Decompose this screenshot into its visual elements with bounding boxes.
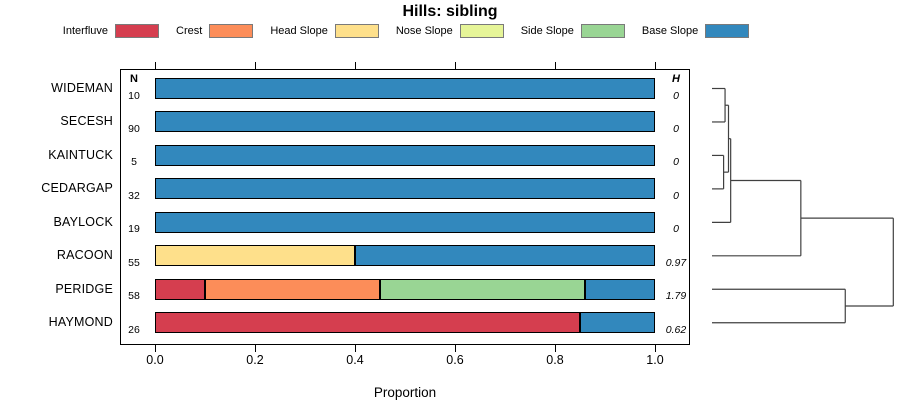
axis-tick-label: 0.4 <box>346 353 364 367</box>
chart-title: Hills: sibling <box>402 3 498 20</box>
row-n-value: 32 <box>128 189 140 202</box>
legend-item-label: Side Slope <box>520 25 574 37</box>
legend-item-label: Crest <box>176 25 203 37</box>
row-label: HAYMOND <box>48 315 113 330</box>
row-h-value: 1.79 <box>665 290 687 303</box>
row-n-value: 10 <box>128 89 140 102</box>
axis-tick-top <box>554 62 556 69</box>
row-label: PERIDGE <box>55 281 113 296</box>
bar-segment <box>155 245 355 267</box>
row-label: CEDARGAP <box>41 181 113 196</box>
legend-item: Nose Slope <box>396 24 504 38</box>
x-axis-title: Proportion <box>373 385 437 400</box>
axis-tick-top <box>654 62 656 69</box>
row-label: RACOON <box>56 248 113 263</box>
bar-segment <box>155 278 205 300</box>
bar-segment <box>155 111 655 133</box>
bar-segment <box>155 178 655 200</box>
row-label: BAYLOCK <box>53 214 113 229</box>
legend-item-label: Base Slope <box>641 25 699 37</box>
legend-swatch <box>334 24 379 38</box>
axis-tick-bottom <box>154 345 156 352</box>
axis-tick-top <box>254 62 256 69</box>
legend-swatch <box>459 24 504 38</box>
row-n-value: 26 <box>128 323 140 336</box>
bar-segment <box>580 312 655 334</box>
axis-tick-label: 0.8 <box>546 353 564 367</box>
axis-tick-label: 0.6 <box>446 353 464 367</box>
bar-segment <box>155 211 655 233</box>
legend-item-label: Head Slope <box>270 25 328 37</box>
row-n-value: 90 <box>128 122 140 135</box>
axis-tick-label: 0.0 <box>146 353 164 367</box>
row-label: SECESH <box>60 114 113 129</box>
row-h-value: 0.62 <box>665 323 687 336</box>
legend-swatch <box>705 24 750 38</box>
row-h-value: 0.97 <box>665 256 687 269</box>
bar-segment <box>155 144 655 166</box>
row-n-value: 58 <box>128 290 140 303</box>
row-h-value: 0 <box>673 89 679 102</box>
h-column-header: H <box>672 73 680 85</box>
axis-tick-top <box>454 62 456 69</box>
dendrogram <box>712 87 894 324</box>
bar-segment <box>205 278 380 300</box>
legend-swatch <box>115 24 160 38</box>
row-n-value: 5 <box>131 156 137 169</box>
bar-segment <box>585 278 655 300</box>
bar-segment <box>355 245 655 267</box>
n-column-header: N <box>130 73 138 85</box>
axis-tick-bottom <box>554 345 556 352</box>
axis-tick-top <box>154 62 156 69</box>
legend-item-label: Nose Slope <box>395 25 453 37</box>
legend-item: Side Slope <box>521 24 625 38</box>
legend-item-label: Interfluve <box>62 25 109 37</box>
row-h-value: 0 <box>673 156 679 169</box>
axis-tick-bottom <box>454 345 456 352</box>
axis-tick-bottom <box>654 345 656 352</box>
bar-segment <box>380 278 585 300</box>
axis-tick-label: 0.2 <box>246 353 264 367</box>
row-h-value: 0 <box>673 189 679 202</box>
axis-tick-bottom <box>254 345 256 352</box>
axis-tick-label: 1.0 <box>646 353 664 367</box>
legend-item: Interfluve <box>62 24 160 38</box>
axis-tick-top <box>354 62 356 69</box>
plot-frame <box>120 69 690 345</box>
bar-segment <box>155 312 580 334</box>
axis-tick-bottom <box>354 345 356 352</box>
row-h-value: 0 <box>673 223 679 236</box>
legend-swatch <box>209 24 254 38</box>
legend-item: Crest <box>176 24 254 38</box>
bar-segment <box>155 78 655 99</box>
row-label: WIDEMAN <box>51 81 113 95</box>
legend-swatch <box>580 24 625 38</box>
row-n-value: 55 <box>128 256 140 269</box>
legend-item: Head Slope <box>270 24 379 38</box>
row-h-value: 0 <box>673 122 679 135</box>
legend-item: Base Slope <box>641 24 750 38</box>
row-label: KAINTUCK <box>48 147 113 162</box>
row-n-value: 19 <box>128 223 140 236</box>
legend: Interfluve Crest Head Slope Nose Slope Side … <box>0 24 812 38</box>
